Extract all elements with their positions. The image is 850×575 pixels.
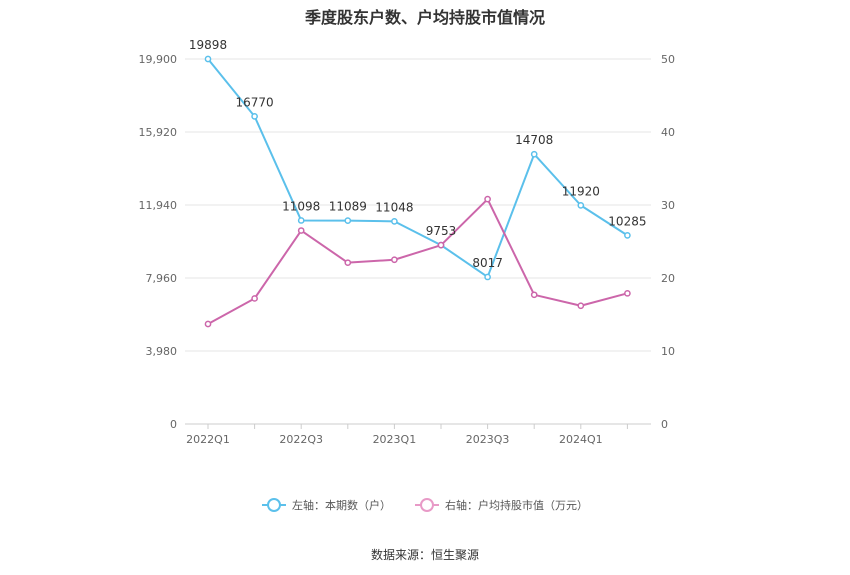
legend-label: 左轴：本期数（户） <box>292 499 391 512</box>
data-point <box>344 217 352 224</box>
data-source: 数据来源：恒生聚源 <box>370 548 479 562</box>
data-label: 11048 <box>375 200 413 214</box>
right-tick-label: 50 <box>661 53 675 66</box>
data-point <box>577 302 585 310</box>
data-point <box>391 218 398 225</box>
left-tick-label: 7,960 <box>146 272 178 285</box>
right-tick-label: 10 <box>661 345 675 358</box>
data-point <box>251 295 258 302</box>
left-tick-label: 0 <box>170 418 177 431</box>
right-tick-label: 40 <box>661 126 675 139</box>
data-label: 16770 <box>236 95 274 109</box>
data-label: 11920 <box>562 184 600 198</box>
data-point <box>530 150 538 158</box>
x-tick-label: 2023Q3 <box>466 433 510 446</box>
data-label: 19898 <box>189 38 227 52</box>
data-point <box>624 289 631 297</box>
data-point <box>297 217 305 224</box>
data-point <box>624 232 631 239</box>
data-point <box>577 202 585 209</box>
legend-swatch-icon <box>262 498 286 512</box>
chart-title: 季度股东户数、户均持股市值情况 <box>304 8 545 27</box>
data-label: 10285 <box>608 214 646 228</box>
data-labels: 19898 16770 11098 11089 11048 9753 8017 14708 11… <box>189 38 647 270</box>
data-point <box>437 241 445 249</box>
data-label: 14708 <box>515 133 553 147</box>
x-tick-label: 2023Q1 <box>373 433 417 446</box>
legend-label: 右轴：户均持股市值（万元） <box>445 499 588 512</box>
data-point <box>251 113 258 120</box>
left-tick-label: 11,940 <box>139 199 178 212</box>
x-axis-ticks: 2022Q1 2022Q3 2023Q1 2023Q3 2024Q1 <box>186 424 628 446</box>
series-layer <box>204 55 631 328</box>
right-tick-label: 20 <box>661 272 675 285</box>
x-tick-label: 2024Q1 <box>559 433 603 446</box>
left-tick-label: 3,980 <box>146 345 178 358</box>
data-label: 8017 <box>472 256 503 270</box>
data-label: 11098 <box>282 199 320 213</box>
legend-swatch-icon <box>415 498 439 512</box>
legend-item-households[interactable]: 左轴：本期数（户） <box>262 497 391 513</box>
data-point <box>344 259 352 267</box>
right-tick-label: 0 <box>661 418 668 431</box>
legend: 左轴：本期数（户） 右轴：户均持股市值（万元） <box>0 497 850 513</box>
left-tick-label: 19,900 <box>139 53 178 66</box>
grid-lines <box>185 58 651 425</box>
data-point <box>391 256 398 264</box>
right-axis-ticks: 0 10 20 30 40 50 <box>661 53 675 431</box>
data-label: 11089 <box>329 200 367 214</box>
series-line-households <box>207 58 628 278</box>
left-tick-label: 15,920 <box>139 126 178 139</box>
data-point <box>204 55 212 63</box>
x-tick-label: 2022Q3 <box>279 433 323 446</box>
right-tick-label: 30 <box>661 199 675 212</box>
series-line-avg-value <box>207 198 628 325</box>
data-point <box>204 320 212 328</box>
x-tick-label: 2022Q1 <box>186 433 230 446</box>
data-point <box>530 291 538 299</box>
left-axis-ticks: 0 3,980 7,960 11,940 15,920 19,900 <box>139 53 178 431</box>
line-chart: 0 3,980 7,960 11,940 15,920 19,900 0 10 20 30 40 5… <box>139 38 676 446</box>
data-point <box>484 195 491 203</box>
data-label: 9753 <box>426 224 457 238</box>
data-point <box>484 273 491 281</box>
data-point <box>297 227 305 234</box>
legend-item-avg-value[interactable]: 右轴：户均持股市值（万元） <box>415 497 588 513</box>
